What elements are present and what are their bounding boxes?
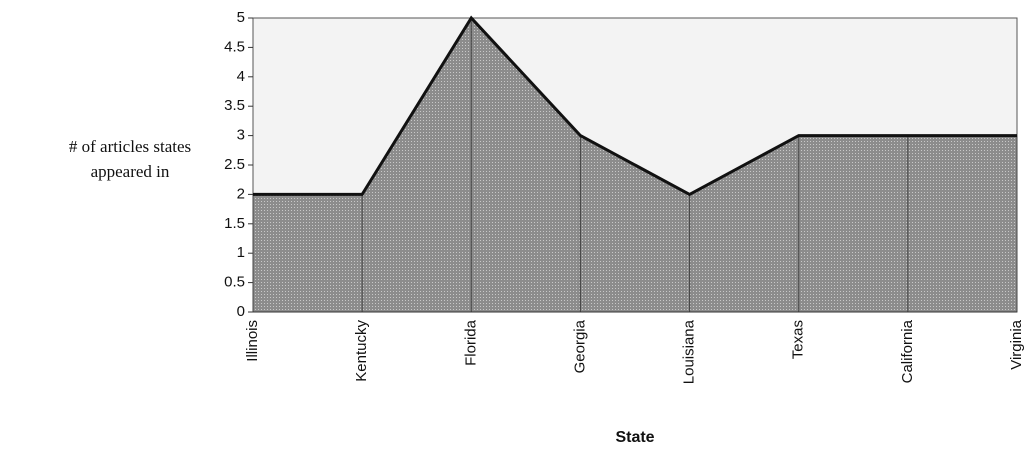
x-tick-label: Kentucky xyxy=(353,320,370,382)
x-tick-label: Florida xyxy=(462,319,479,366)
y-tick-label: 4.5 xyxy=(224,38,245,55)
y-tick-label: 4 xyxy=(237,68,245,85)
x-tick-label: Texas xyxy=(790,320,807,359)
x-tick-label: California xyxy=(899,319,916,383)
x-tick-label: Illinois xyxy=(244,320,261,362)
x-tick-label: Louisiana xyxy=(681,319,698,384)
y-tick-label: 2.5 xyxy=(224,156,245,173)
y-tick-label: 5 xyxy=(237,9,245,26)
y-tick-label: 0 xyxy=(237,303,245,320)
y-tick-label: 0.5 xyxy=(224,274,245,291)
y-tick-label: 3 xyxy=(237,127,245,144)
y-tick-label: 1 xyxy=(237,244,245,261)
x-tick-label: Georgia xyxy=(571,319,588,373)
y-tick-label: 1.5 xyxy=(224,215,245,232)
y-tick-label: 3.5 xyxy=(224,97,245,114)
area-outline xyxy=(253,15,1017,197)
y-tick-label: 2 xyxy=(237,185,245,202)
x-tick-label: Virginia xyxy=(1008,319,1025,369)
y-axis-label: # of articles states appeared in xyxy=(68,137,192,181)
x-axis-label: State xyxy=(615,429,654,446)
